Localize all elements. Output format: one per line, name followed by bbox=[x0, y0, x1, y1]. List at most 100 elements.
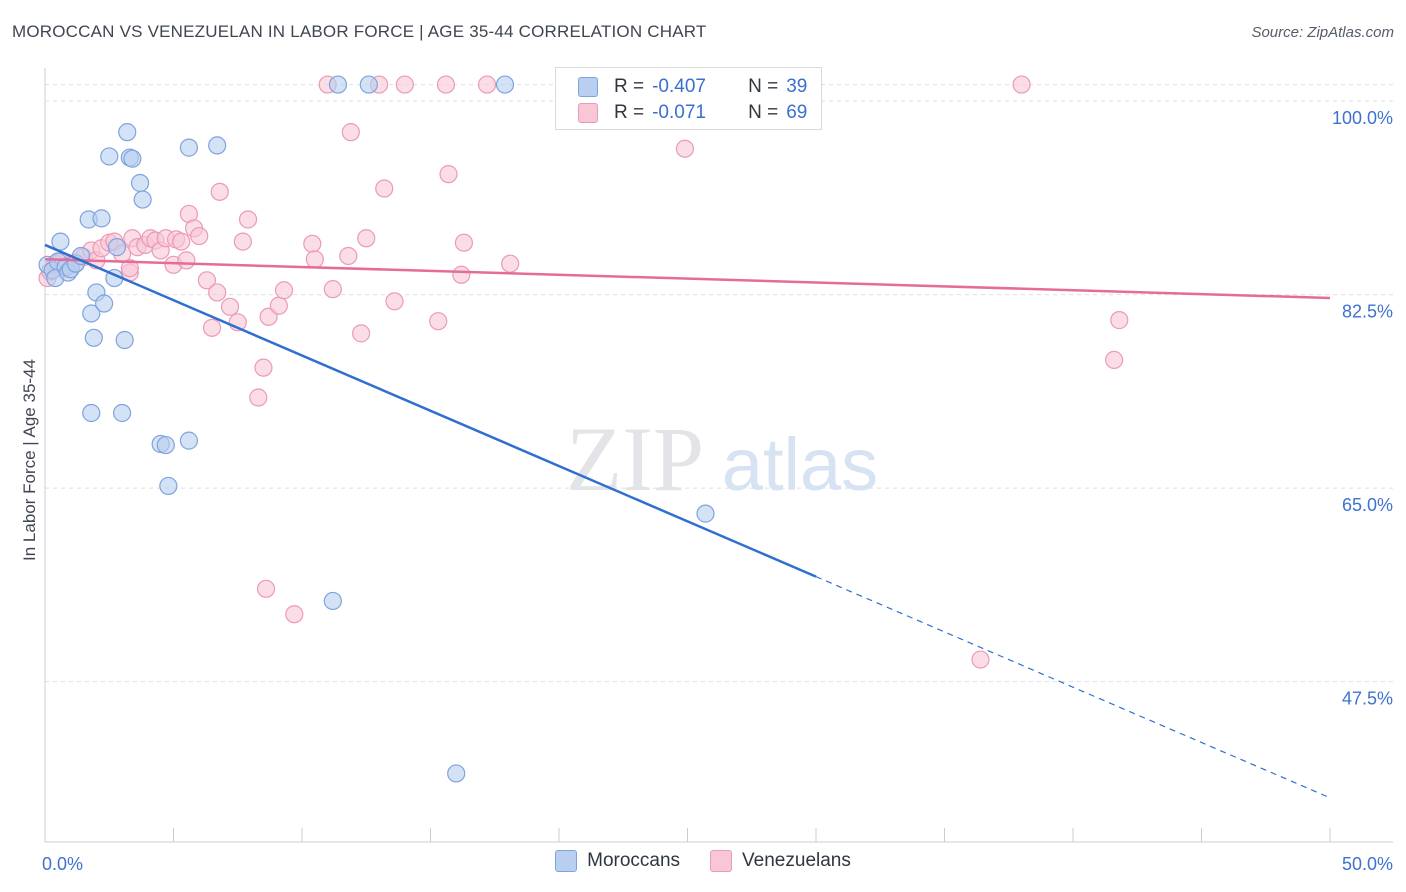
venezuelan-point bbox=[305, 250, 324, 269]
n-value: 39 bbox=[786, 76, 808, 97]
venezuelan-point bbox=[1012, 75, 1031, 94]
moroccan-point bbox=[95, 294, 114, 313]
moroccan-point bbox=[107, 238, 127, 257]
tick-labels: 47.5% 65.0% 82.5% 100.0% 0.0% 50.0% bbox=[42, 108, 1393, 874]
venezuelans-legend-label: Venezuelans bbox=[742, 850, 851, 871]
venezuelan-point bbox=[120, 259, 139, 278]
trend-lines bbox=[44, 243, 1331, 799]
venezuelan-point bbox=[238, 210, 258, 229]
venezuelan-point bbox=[436, 75, 456, 94]
venezuelan-point bbox=[269, 296, 288, 315]
moroccan-point bbox=[495, 75, 515, 94]
venezuelan-point bbox=[341, 123, 360, 142]
venezuelan-point bbox=[197, 271, 217, 290]
r-label: R = bbox=[614, 102, 645, 123]
stats-legend: R = -0.407 N = 39 R = -0.071 N = 69 bbox=[555, 67, 822, 130]
r-value: -0.407 bbox=[652, 76, 706, 97]
venezuelan-point bbox=[454, 233, 474, 252]
moroccans-swatch bbox=[578, 77, 598, 97]
watermark-zip: ZIP bbox=[566, 408, 704, 510]
moroccan-point bbox=[84, 328, 103, 347]
x-tick-label: 0.0% bbox=[42, 854, 83, 874]
source-label: Source: ZipAtlas.com bbox=[1251, 24, 1394, 41]
venezuelan-point bbox=[385, 292, 404, 311]
watermark: ZIP atlas bbox=[566, 408, 878, 510]
venezuelan-point bbox=[274, 281, 294, 300]
venezuelan-point bbox=[256, 579, 276, 598]
r-value: -0.071 bbox=[652, 102, 706, 123]
gridlines bbox=[45, 84, 1393, 683]
venezuelan-point bbox=[1110, 311, 1129, 330]
venezuelan-point bbox=[202, 318, 222, 337]
venezuelan-point bbox=[172, 232, 191, 251]
y-tick-label: 65.0% bbox=[1342, 495, 1393, 515]
venezuelan-point bbox=[352, 324, 371, 343]
venezuelan-point bbox=[285, 605, 304, 624]
moroccans-legend-swatch bbox=[555, 850, 578, 872]
moroccan-point bbox=[82, 403, 101, 423]
venezuelan-point bbox=[439, 165, 458, 184]
moroccan-point bbox=[130, 173, 150, 193]
venezuelan-point bbox=[395, 75, 414, 94]
moroccan-point bbox=[208, 136, 227, 155]
venezuelan-point bbox=[501, 254, 520, 273]
venezuelan-point bbox=[303, 234, 322, 253]
venezuelan-point bbox=[233, 232, 252, 251]
y-axis-label: In Labor Force | Age 35-44 bbox=[20, 359, 39, 561]
moroccan-point bbox=[92, 209, 111, 228]
venezuelan-point bbox=[190, 226, 209, 246]
legend-row-venezuelans: R = -0.071 N = 69 bbox=[578, 100, 807, 126]
y-tick-label: 47.5% bbox=[1342, 689, 1393, 709]
legend-item-moroccans: Moroccans bbox=[555, 850, 680, 872]
x-tick-label: 50.0% bbox=[1342, 854, 1393, 874]
moroccan-point bbox=[123, 149, 142, 168]
n-label: N = bbox=[748, 102, 779, 123]
moroccan-point bbox=[82, 304, 101, 323]
venezuelan-point bbox=[323, 280, 342, 299]
venezuelans-swatch bbox=[578, 103, 598, 123]
venezuelan-point bbox=[477, 75, 497, 94]
moroccan-point bbox=[447, 764, 466, 783]
moroccan-point bbox=[323, 591, 342, 611]
venezuelan-point bbox=[177, 251, 196, 270]
venezuelan-point bbox=[429, 312, 448, 331]
venezuelan-point bbox=[208, 283, 227, 302]
moroccan-point bbox=[179, 431, 199, 450]
axes bbox=[44, 68, 1393, 843]
n-label: N = bbox=[748, 76, 779, 97]
legend-row-moroccans: R = -0.407 N = 39 bbox=[578, 74, 807, 100]
moroccan-point bbox=[133, 190, 152, 209]
moroccans-trend-line bbox=[44, 243, 817, 578]
chart-title: MOROCCAN VS VENEZUELAN IN LABOR FORCE | … bbox=[12, 22, 707, 41]
moroccan-point bbox=[359, 75, 378, 94]
moroccan-point bbox=[159, 476, 178, 496]
moroccan-point bbox=[118, 123, 137, 142]
venezuelan-point bbox=[220, 297, 240, 316]
venezuelans-points bbox=[38, 75, 1129, 669]
moroccan-point bbox=[100, 147, 119, 166]
venezuelan-point bbox=[249, 388, 268, 407]
y-tick-label: 82.5% bbox=[1342, 302, 1393, 322]
moroccan-point bbox=[112, 403, 132, 423]
moroccans-trend-extension bbox=[815, 576, 1331, 799]
moroccan-point bbox=[156, 435, 175, 455]
moroccan-point bbox=[696, 504, 715, 523]
venezuelan-point bbox=[675, 139, 695, 158]
venezuelan-point bbox=[357, 229, 376, 248]
venezuelan-point bbox=[375, 179, 394, 198]
moroccan-point bbox=[328, 75, 348, 94]
series-legend: Moroccans Venezuelans bbox=[0, 850, 1406, 872]
venezuelan-point bbox=[254, 358, 273, 377]
legend-item-venezuelans: Venezuelans bbox=[710, 850, 851, 872]
venezuelans-legend-swatch bbox=[710, 850, 733, 872]
n-value: 69 bbox=[786, 102, 808, 123]
venezuelan-point bbox=[971, 650, 990, 669]
r-label: R = bbox=[614, 76, 645, 97]
watermark-atlas: atlas bbox=[722, 423, 878, 506]
venezuelans-trend-line bbox=[44, 258, 1331, 300]
venezuelan-point bbox=[339, 246, 358, 266]
venezuelan-point bbox=[452, 265, 471, 284]
venezuelan-point bbox=[1105, 350, 1124, 370]
moroccan-point bbox=[179, 138, 199, 157]
